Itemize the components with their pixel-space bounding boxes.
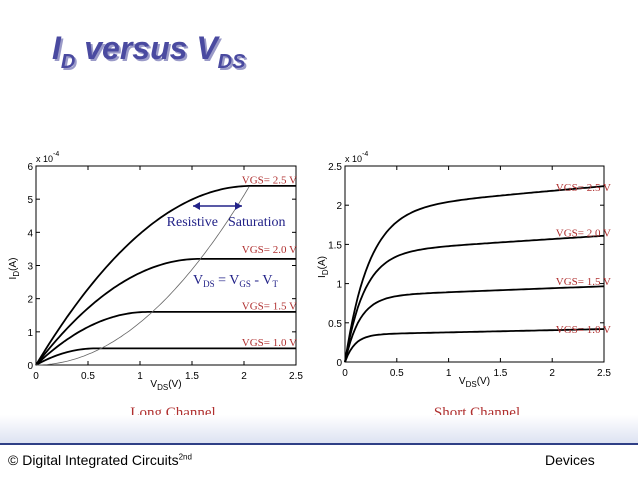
x-axis-title-symbol: V xyxy=(150,379,157,390)
region-arrow-head-left xyxy=(193,202,200,210)
x-axis-title-subscript: DS xyxy=(466,380,477,389)
y-tick-label: 0 xyxy=(336,358,342,369)
eq-symbol-equals-v: = V xyxy=(215,273,240,288)
region-arrow-head-right xyxy=(235,202,242,210)
y-tick-label: 1 xyxy=(27,328,33,339)
series-line-vgs-3 xyxy=(35,258,296,366)
eq-subscript-gs: GS xyxy=(239,279,251,289)
series-label-vgs-4: VGS= 2.5 V xyxy=(242,174,297,186)
x-tick-label: 1 xyxy=(446,368,452,379)
title-mid: versus V xyxy=(75,30,218,66)
y-tick-label: 1 xyxy=(336,280,342,291)
slide-title: ID versus VDS xyxy=(52,30,245,74)
y-exponent-label: x 10-4 xyxy=(36,151,59,164)
y-tick-label: 6 xyxy=(27,162,33,173)
y-tick-label: 0 xyxy=(27,361,33,372)
y-axis-title-unit: (A) xyxy=(8,258,19,271)
series-line-vgs-2 xyxy=(35,311,296,366)
y-exponent-value: -4 xyxy=(53,151,59,158)
x-axis-title-unit: (V) xyxy=(168,379,181,390)
y-axis-title-subscript: D xyxy=(12,271,21,277)
series-label-vgs-1: VGS= 1.0 V xyxy=(556,324,611,336)
chart-caption: Long Channel xyxy=(130,405,215,415)
title-main: I xyxy=(52,30,61,66)
series-label-vgs-4: VGS= 2.5 V xyxy=(556,182,611,194)
x-axis-title-unit: (V) xyxy=(477,376,490,387)
footer-edition: 2nd xyxy=(178,452,192,462)
annotation-boundary-equation: VDS = VGS - VT xyxy=(193,273,278,289)
y-tick-label: 5 xyxy=(27,195,33,206)
plot-frame xyxy=(344,165,605,363)
x-tick-label: 2.5 xyxy=(289,371,303,382)
x-tick-label: 2 xyxy=(241,371,247,382)
x-tick-label: 1.5 xyxy=(185,371,199,382)
y-tick-label: 1.5 xyxy=(328,240,342,251)
series-line-vgs-1 xyxy=(344,328,604,363)
footer-divider xyxy=(0,443,638,445)
annotation-resistive: Resistive xyxy=(167,215,218,230)
x-tick-label: 0.5 xyxy=(81,371,95,382)
x-tick-label: 2 xyxy=(549,368,555,379)
footer-copyright-text: © Digital Integrated Circuits xyxy=(8,452,179,468)
footer-copyright: © Digital Integrated Circuits2nd xyxy=(8,452,192,468)
x-tick-label: 0 xyxy=(33,371,39,382)
annotation-saturation: Saturation xyxy=(228,215,286,230)
y-tick-label: 0.5 xyxy=(328,319,342,330)
eq-subscript-t: T xyxy=(272,279,278,289)
y-tick-label: 2 xyxy=(336,201,342,212)
x-axis-title: VDS(V) xyxy=(459,376,490,389)
x-axis-title: VDS(V) xyxy=(150,379,181,392)
x-tick-label: 1 xyxy=(137,371,143,382)
series-line-vgs-4 xyxy=(35,185,296,366)
y-exponent-value: -4 xyxy=(362,151,368,158)
chart-caption: Short Channel xyxy=(434,405,520,415)
series-label-vgs-3: VGS= 2.0 V xyxy=(242,244,297,256)
y-tick-label: 2 xyxy=(27,295,33,306)
series-label-vgs-2: VGS= 1.5 V xyxy=(242,300,297,312)
x-tick-label: 0 xyxy=(342,368,348,379)
series-label-vgs-1: VGS= 1.0 V xyxy=(242,337,297,349)
footer-band xyxy=(0,415,638,443)
series-label-vgs-2: VGS= 1.5 V xyxy=(556,276,611,288)
eq-symbol-minus-v: - V xyxy=(251,273,273,288)
series-label-vgs-3: VGS= 2.0 V xyxy=(556,228,611,240)
x-axis-title-subscript: DS xyxy=(157,383,168,392)
y-axis-title-subscript: D xyxy=(321,269,330,275)
x-tick-label: 2.5 xyxy=(597,368,611,379)
x-tick-label: 0.5 xyxy=(390,368,404,379)
y-tick-label: 4 xyxy=(27,228,33,239)
y-axis-title-unit: (A) xyxy=(317,256,328,269)
saturation-boundary-curve xyxy=(36,186,250,366)
series-line-vgs-4 xyxy=(344,185,605,363)
x-axis-title-symbol: V xyxy=(459,376,466,387)
series-line-vgs-3 xyxy=(344,234,605,363)
series-line-vgs-2 xyxy=(344,285,605,363)
title-sub-d: D xyxy=(60,51,76,73)
y-axis-title: ID(A) xyxy=(8,258,21,280)
footer-section-name: Devices xyxy=(545,452,595,468)
chart-short-channel: 0 0.5 1 1.5 2 2.500.511.522.5x 10-4VDS(V)ID(A… xyxy=(317,151,611,415)
y-axis-title: ID(A) xyxy=(317,256,330,278)
y-exponent-label: x 10-4 xyxy=(345,151,368,164)
eq-symbol-v: V xyxy=(193,273,203,288)
y-tick-label: 3 xyxy=(27,262,33,273)
x-tick-label: 1.5 xyxy=(493,368,507,379)
title-sub-ds: DS xyxy=(217,51,246,73)
y-axis-title-symbol: I xyxy=(317,275,328,278)
y-tick-label: 2.5 xyxy=(328,162,342,173)
series-line-vgs-1 xyxy=(35,347,296,366)
eq-subscript-ds: DS xyxy=(203,279,215,289)
y-axis-title-symbol: I xyxy=(8,277,19,280)
